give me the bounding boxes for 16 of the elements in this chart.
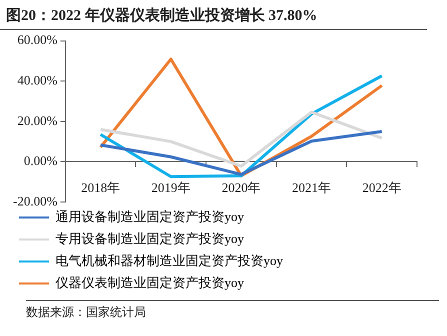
legend-label: 仪器仪表制造业固定资产投资yoy	[56, 274, 244, 290]
y-tick-label: 0.00%	[24, 153, 58, 168]
legend-label: 通用设备制造业固定资产投资yoy	[56, 208, 244, 224]
y-tick-label: 40.00%	[17, 72, 58, 88]
source-note: 数据来源：国家统计局	[26, 300, 439, 321]
y-tick-label: 60.00%	[17, 32, 58, 48]
legend-label: 专用设备制造业固定资产投资yoy	[56, 230, 244, 246]
y-tick-label: 20.00%	[17, 112, 58, 128]
x-tick-label: 2018年	[81, 180, 120, 195]
y-tick-label: -20.00%	[12, 193, 58, 208]
x-tick-label: 2019年	[151, 180, 190, 195]
x-tick-label: 2020年	[222, 180, 261, 195]
x-tick-label: 2022年	[362, 180, 402, 195]
x-tick-label: 2021年	[292, 180, 332, 195]
chart-title: 图20：2022 年仪器仪表制造业投资增长 37.80%	[0, 0, 427, 30]
legend-label: 电气机械和器材制造业固定资产投资yoy	[56, 252, 284, 268]
